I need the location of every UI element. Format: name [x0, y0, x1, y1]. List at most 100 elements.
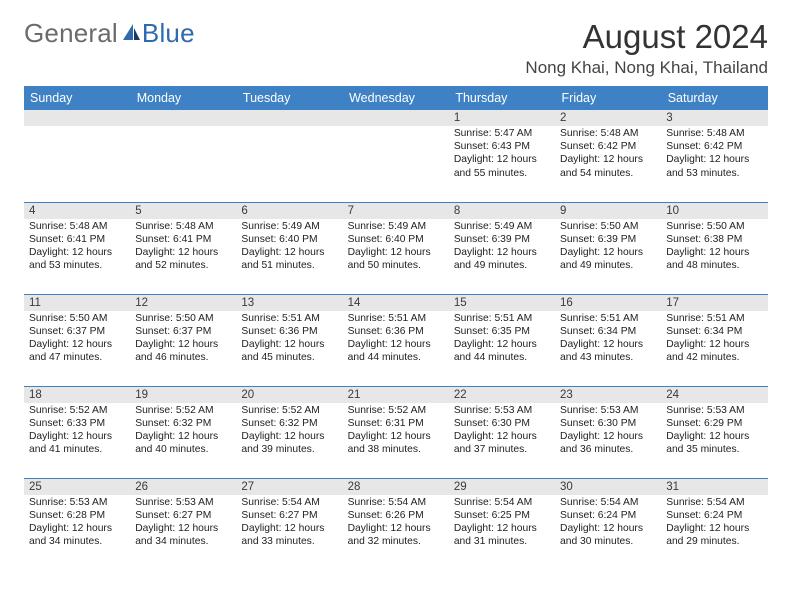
- sunrise-text: Sunrise: 5:53 AM: [135, 496, 231, 509]
- sunrise-text: Sunrise: 5:51 AM: [560, 312, 656, 325]
- daylight-text: Daylight: 12 hours and 55 minutes.: [454, 153, 550, 179]
- sunset-text: Sunset: 6:24 PM: [560, 509, 656, 522]
- day-number: 26: [130, 479, 236, 495]
- sunrise-text: Sunrise: 5:54 AM: [241, 496, 337, 509]
- day-details: Sunrise: 5:50 AMSunset: 6:37 PMDaylight:…: [130, 311, 236, 367]
- day-details: Sunrise: 5:49 AMSunset: 6:40 PMDaylight:…: [343, 219, 449, 275]
- sunrise-text: Sunrise: 5:48 AM: [29, 220, 125, 233]
- calendar-week-row: 25Sunrise: 5:53 AMSunset: 6:28 PMDayligh…: [24, 478, 768, 570]
- sunrise-text: Sunrise: 5:53 AM: [560, 404, 656, 417]
- sunset-text: Sunset: 6:27 PM: [241, 509, 337, 522]
- day-details: Sunrise: 5:51 AMSunset: 6:36 PMDaylight:…: [236, 311, 342, 367]
- sunset-text: Sunset: 6:35 PM: [454, 325, 550, 338]
- calendar-cell: 9Sunrise: 5:50 AMSunset: 6:39 PMDaylight…: [555, 202, 661, 294]
- sunrise-text: Sunrise: 5:54 AM: [666, 496, 762, 509]
- weekday-header: Monday: [130, 86, 236, 110]
- sunrise-text: Sunrise: 5:51 AM: [348, 312, 444, 325]
- day-number: 18: [24, 387, 130, 403]
- daylight-text: Daylight: 12 hours and 47 minutes.: [29, 338, 125, 364]
- calendar-cell: 7Sunrise: 5:49 AMSunset: 6:40 PMDaylight…: [343, 202, 449, 294]
- sunrise-text: Sunrise: 5:48 AM: [560, 127, 656, 140]
- sunrise-text: Sunrise: 5:51 AM: [241, 312, 337, 325]
- day-details: Sunrise: 5:50 AMSunset: 6:38 PMDaylight:…: [661, 219, 767, 275]
- daylight-text: Daylight: 12 hours and 53 minutes.: [29, 246, 125, 272]
- day-number: 25: [24, 479, 130, 495]
- day-details: Sunrise: 5:51 AMSunset: 6:34 PMDaylight:…: [661, 311, 767, 367]
- day-details: Sunrise: 5:51 AMSunset: 6:34 PMDaylight:…: [555, 311, 661, 367]
- weekday-header: Sunday: [24, 86, 130, 110]
- sunrise-text: Sunrise: 5:48 AM: [666, 127, 762, 140]
- logo-text-general: General: [24, 18, 118, 49]
- sunrise-text: Sunrise: 5:54 AM: [348, 496, 444, 509]
- day-number: 10: [661, 203, 767, 219]
- day-number: [130, 110, 236, 126]
- sunrise-text: Sunrise: 5:50 AM: [135, 312, 231, 325]
- calendar-cell: 19Sunrise: 5:52 AMSunset: 6:32 PMDayligh…: [130, 386, 236, 478]
- sunrise-text: Sunrise: 5:53 AM: [454, 404, 550, 417]
- calendar-week-row: 11Sunrise: 5:50 AMSunset: 6:37 PMDayligh…: [24, 294, 768, 386]
- day-details: Sunrise: 5:48 AMSunset: 6:42 PMDaylight:…: [555, 126, 661, 182]
- day-details: Sunrise: 5:54 AMSunset: 6:26 PMDaylight:…: [343, 495, 449, 551]
- day-number: 8: [449, 203, 555, 219]
- day-number: 30: [555, 479, 661, 495]
- calendar-cell: 17Sunrise: 5:51 AMSunset: 6:34 PMDayligh…: [661, 294, 767, 386]
- sunset-text: Sunset: 6:39 PM: [560, 233, 656, 246]
- daylight-text: Daylight: 12 hours and 53 minutes.: [666, 153, 762, 179]
- day-details: [130, 126, 236, 129]
- page: General Blue August 2024 Nong Khai, Nong…: [0, 0, 792, 612]
- sunset-text: Sunset: 6:32 PM: [241, 417, 337, 430]
- sunset-text: Sunset: 6:39 PM: [454, 233, 550, 246]
- sunset-text: Sunset: 6:43 PM: [454, 140, 550, 153]
- day-number: 4: [24, 203, 130, 219]
- sunset-text: Sunset: 6:33 PM: [29, 417, 125, 430]
- day-details: [236, 126, 342, 129]
- day-number: 2: [555, 110, 661, 126]
- day-details: Sunrise: 5:50 AMSunset: 6:37 PMDaylight:…: [24, 311, 130, 367]
- sunrise-text: Sunrise: 5:51 AM: [666, 312, 762, 325]
- day-number: 7: [343, 203, 449, 219]
- calendar-cell: 23Sunrise: 5:53 AMSunset: 6:30 PMDayligh…: [555, 386, 661, 478]
- daylight-text: Daylight: 12 hours and 51 minutes.: [241, 246, 337, 272]
- day-number: [343, 110, 449, 126]
- daylight-text: Daylight: 12 hours and 34 minutes.: [135, 522, 231, 548]
- day-number: 21: [343, 387, 449, 403]
- daylight-text: Daylight: 12 hours and 44 minutes.: [454, 338, 550, 364]
- day-details: Sunrise: 5:48 AMSunset: 6:41 PMDaylight:…: [130, 219, 236, 275]
- day-details: Sunrise: 5:49 AMSunset: 6:40 PMDaylight:…: [236, 219, 342, 275]
- daylight-text: Daylight: 12 hours and 42 minutes.: [666, 338, 762, 364]
- calendar-cell: 28Sunrise: 5:54 AMSunset: 6:26 PMDayligh…: [343, 478, 449, 570]
- month-title: August 2024: [525, 18, 768, 56]
- day-number: 14: [343, 295, 449, 311]
- day-details: Sunrise: 5:52 AMSunset: 6:31 PMDaylight:…: [343, 403, 449, 459]
- calendar-week-row: 4Sunrise: 5:48 AMSunset: 6:41 PMDaylight…: [24, 202, 768, 294]
- day-number: 11: [24, 295, 130, 311]
- calendar-cell: [24, 110, 130, 202]
- sunset-text: Sunset: 6:41 PM: [29, 233, 125, 246]
- day-details: Sunrise: 5:49 AMSunset: 6:39 PMDaylight:…: [449, 219, 555, 275]
- day-details: Sunrise: 5:50 AMSunset: 6:39 PMDaylight:…: [555, 219, 661, 275]
- calendar-cell: 22Sunrise: 5:53 AMSunset: 6:30 PMDayligh…: [449, 386, 555, 478]
- daylight-text: Daylight: 12 hours and 32 minutes.: [348, 522, 444, 548]
- sunset-text: Sunset: 6:28 PM: [29, 509, 125, 522]
- daylight-text: Daylight: 12 hours and 40 minutes.: [135, 430, 231, 456]
- day-details: Sunrise: 5:53 AMSunset: 6:28 PMDaylight:…: [24, 495, 130, 551]
- sunrise-text: Sunrise: 5:53 AM: [29, 496, 125, 509]
- calendar-cell: 6Sunrise: 5:49 AMSunset: 6:40 PMDaylight…: [236, 202, 342, 294]
- day-number: 15: [449, 295, 555, 311]
- sunrise-text: Sunrise: 5:54 AM: [560, 496, 656, 509]
- daylight-text: Daylight: 12 hours and 37 minutes.: [454, 430, 550, 456]
- day-number: 12: [130, 295, 236, 311]
- daylight-text: Daylight: 12 hours and 50 minutes.: [348, 246, 444, 272]
- calendar-cell: 10Sunrise: 5:50 AMSunset: 6:38 PMDayligh…: [661, 202, 767, 294]
- day-number: [24, 110, 130, 126]
- calendar-cell: 14Sunrise: 5:51 AMSunset: 6:36 PMDayligh…: [343, 294, 449, 386]
- day-details: Sunrise: 5:53 AMSunset: 6:30 PMDaylight:…: [449, 403, 555, 459]
- sunset-text: Sunset: 6:37 PM: [29, 325, 125, 338]
- sunset-text: Sunset: 6:30 PM: [454, 417, 550, 430]
- sunset-text: Sunset: 6:38 PM: [666, 233, 762, 246]
- calendar-cell: 3Sunrise: 5:48 AMSunset: 6:42 PMDaylight…: [661, 110, 767, 202]
- calendar-cell: 27Sunrise: 5:54 AMSunset: 6:27 PMDayligh…: [236, 478, 342, 570]
- sunset-text: Sunset: 6:40 PM: [241, 233, 337, 246]
- calendar-cell: 11Sunrise: 5:50 AMSunset: 6:37 PMDayligh…: [24, 294, 130, 386]
- daylight-text: Daylight: 12 hours and 46 minutes.: [135, 338, 231, 364]
